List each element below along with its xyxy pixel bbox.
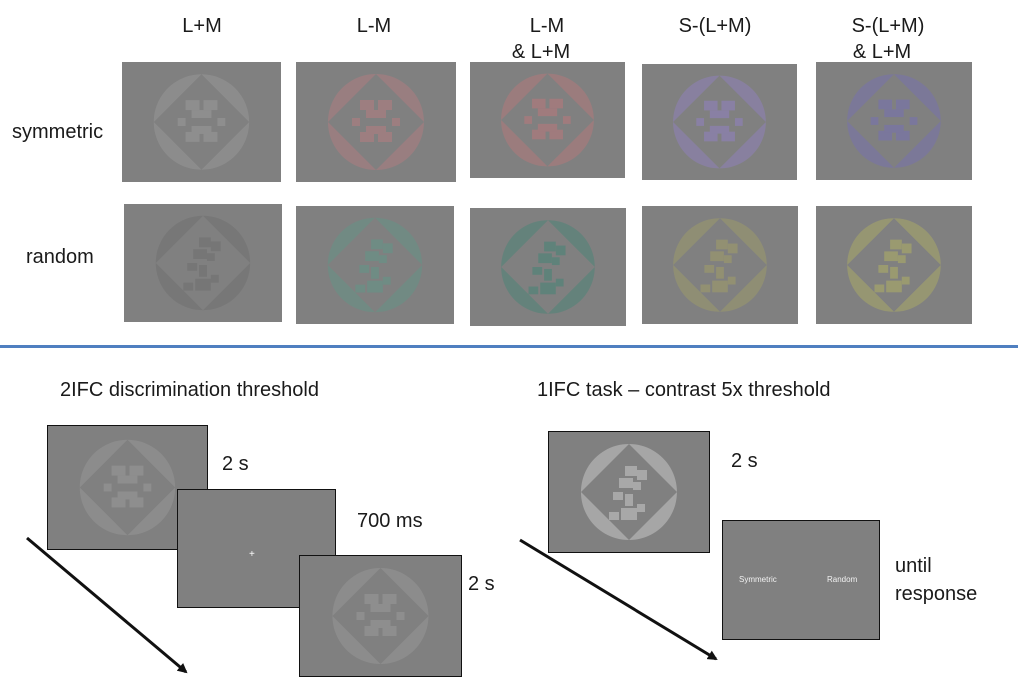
stimulus-glyph bbox=[501, 73, 594, 167]
task-stimulus bbox=[548, 431, 710, 553]
stimulus-random-lm bbox=[124, 204, 282, 322]
task-time-arrow bbox=[519, 538, 718, 661]
column-header-l-minus-m-and-lm-line1: L-M bbox=[529, 15, 565, 37]
threshold-time-arrow bbox=[26, 536, 188, 674]
column-header-s-cone-and-lm-line1: S-(L+M) bbox=[851, 15, 925, 37]
threshold-duration-3: 2 s bbox=[468, 573, 495, 595]
stimulus-symmetric-l-minus-m-and-lm bbox=[470, 62, 625, 178]
stimulus-symmetric-s-cone-and-lm bbox=[816, 62, 972, 180]
fixation-cross: + bbox=[249, 549, 255, 560]
stimulus-symmetric-lm bbox=[122, 62, 281, 182]
stimulus-glyph bbox=[327, 217, 423, 313]
stimulus-glyph bbox=[153, 74, 250, 170]
row-label-random: random bbox=[26, 246, 94, 268]
column-header-l-minus-m-and-lm-line2: & L+M bbox=[511, 41, 571, 63]
stimulus-glyph bbox=[501, 220, 595, 314]
stimulus-symmetric-s-cone bbox=[642, 64, 797, 180]
stimulus-glyph bbox=[673, 75, 766, 169]
stimulus-random-s-cone-and-lm bbox=[816, 206, 972, 324]
stimulus-glyph bbox=[673, 218, 767, 312]
response-option-random: Random bbox=[827, 575, 858, 584]
stimulus-glyph bbox=[847, 218, 941, 312]
stimulus-glyph bbox=[580, 444, 677, 540]
task-response-screen: Symmetric Random bbox=[722, 520, 880, 640]
stimulus-random-l-minus-m bbox=[296, 206, 454, 324]
response-option-symmetric: Symmetric bbox=[739, 575, 777, 584]
section-divider bbox=[0, 345, 1018, 348]
column-header-lm: L+M bbox=[182, 15, 222, 37]
stimulus-symmetric-l-minus-m bbox=[296, 62, 456, 182]
stimulus-glyph bbox=[327, 74, 424, 170]
threshold-stimulus-2 bbox=[299, 555, 462, 677]
column-header-s-cone-and-lm-line2: & L+M bbox=[852, 41, 912, 63]
task-section-title: 1IFC task – contrast 5x threshold bbox=[537, 379, 831, 401]
task-duration-2-line1: until bbox=[895, 555, 932, 577]
stimulus-glyph bbox=[332, 568, 429, 664]
threshold-duration-1: 2 s bbox=[222, 453, 249, 475]
task-duration-2-line2: response bbox=[895, 583, 978, 605]
stimulus-random-s-cone bbox=[642, 206, 798, 324]
column-header-s-cone: S-(L+M) bbox=[678, 15, 752, 37]
row-label-symmetric: symmetric bbox=[12, 121, 104, 143]
threshold-stimulus-1 bbox=[47, 425, 208, 550]
threshold-section-title: 2IFC discrimination threshold bbox=[60, 379, 319, 401]
stimulus-glyph bbox=[79, 439, 176, 536]
column-header-l-minus-m: L-M bbox=[356, 15, 392, 37]
stimulus-glyph bbox=[155, 215, 251, 311]
stimulus-glyph bbox=[847, 74, 941, 168]
stimulus-random-l-minus-m-and-lm bbox=[470, 208, 626, 326]
task-duration-1: 2 s bbox=[731, 450, 758, 472]
threshold-duration-2: 700 ms bbox=[357, 510, 423, 532]
